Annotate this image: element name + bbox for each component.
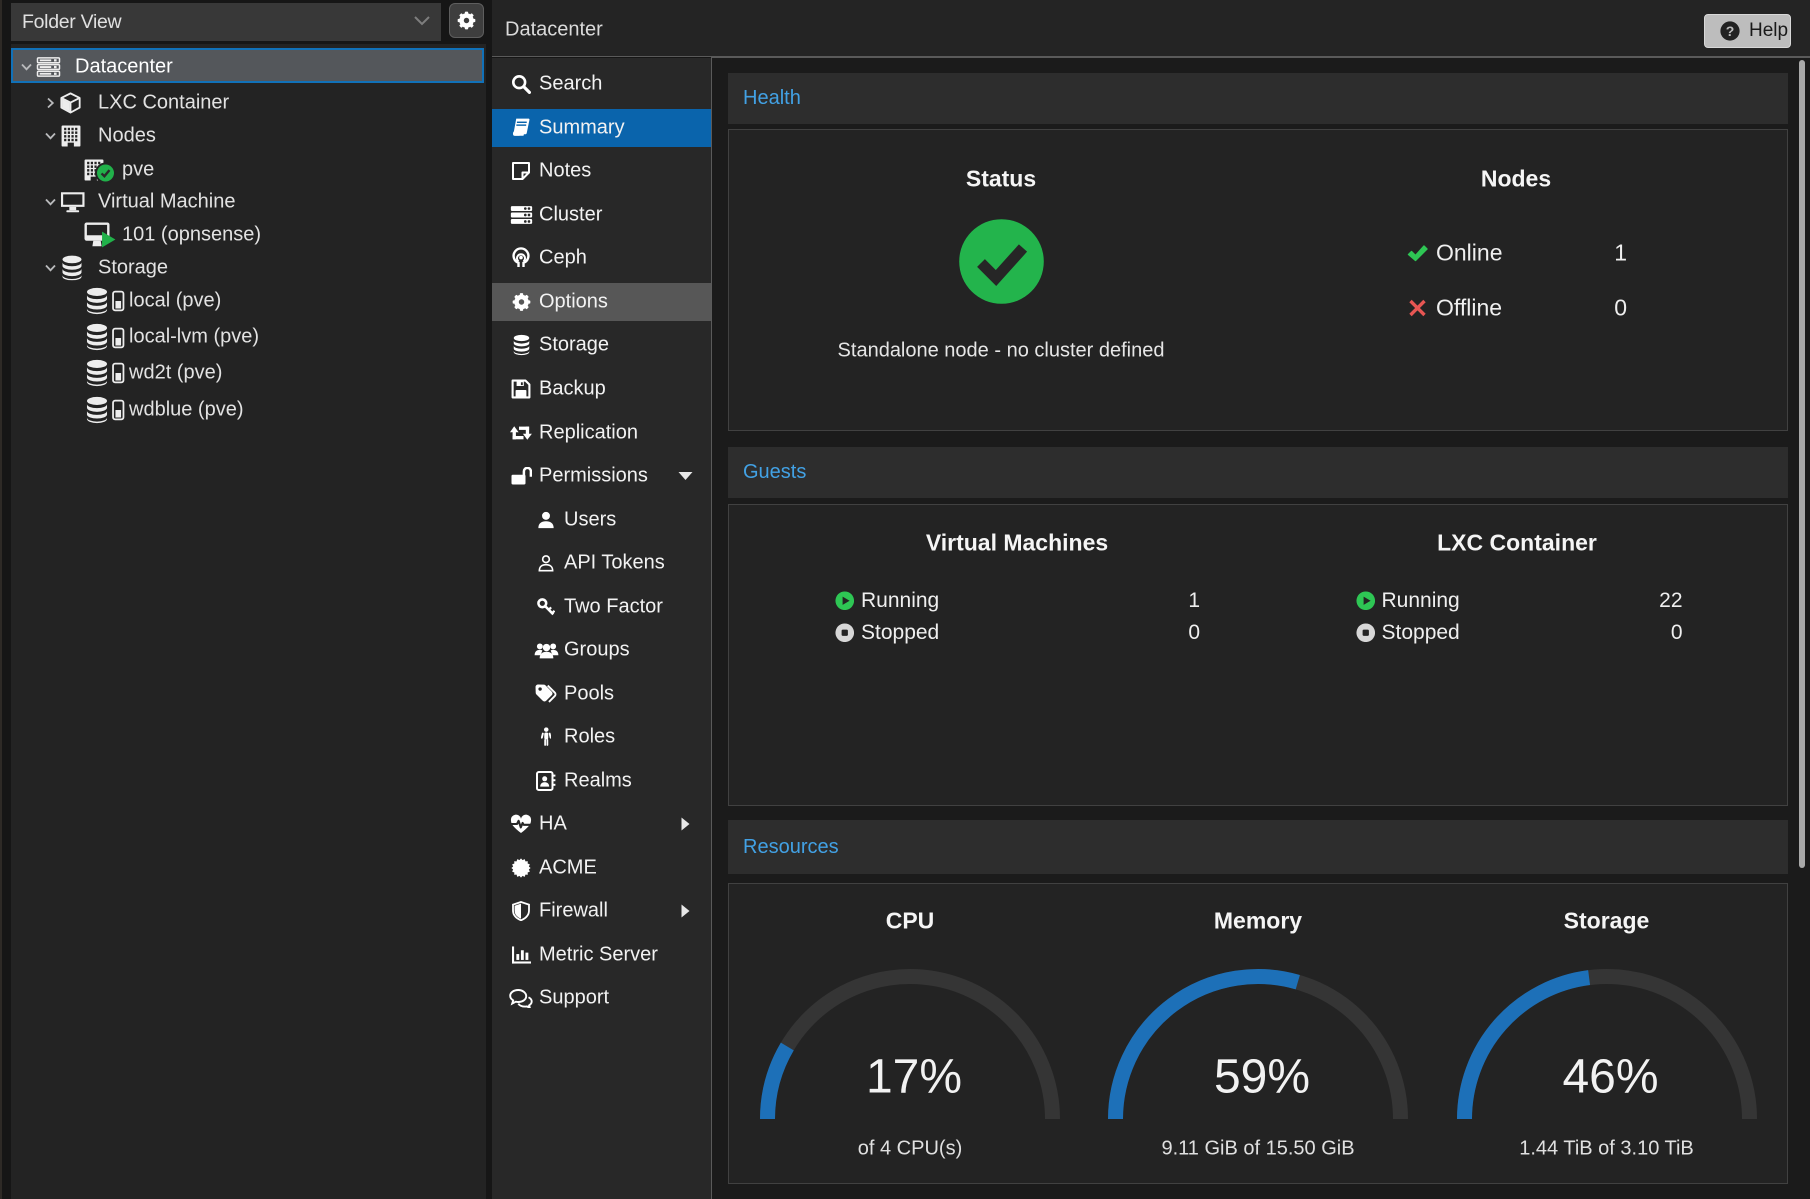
svg-text:?: ?: [1726, 23, 1735, 39]
